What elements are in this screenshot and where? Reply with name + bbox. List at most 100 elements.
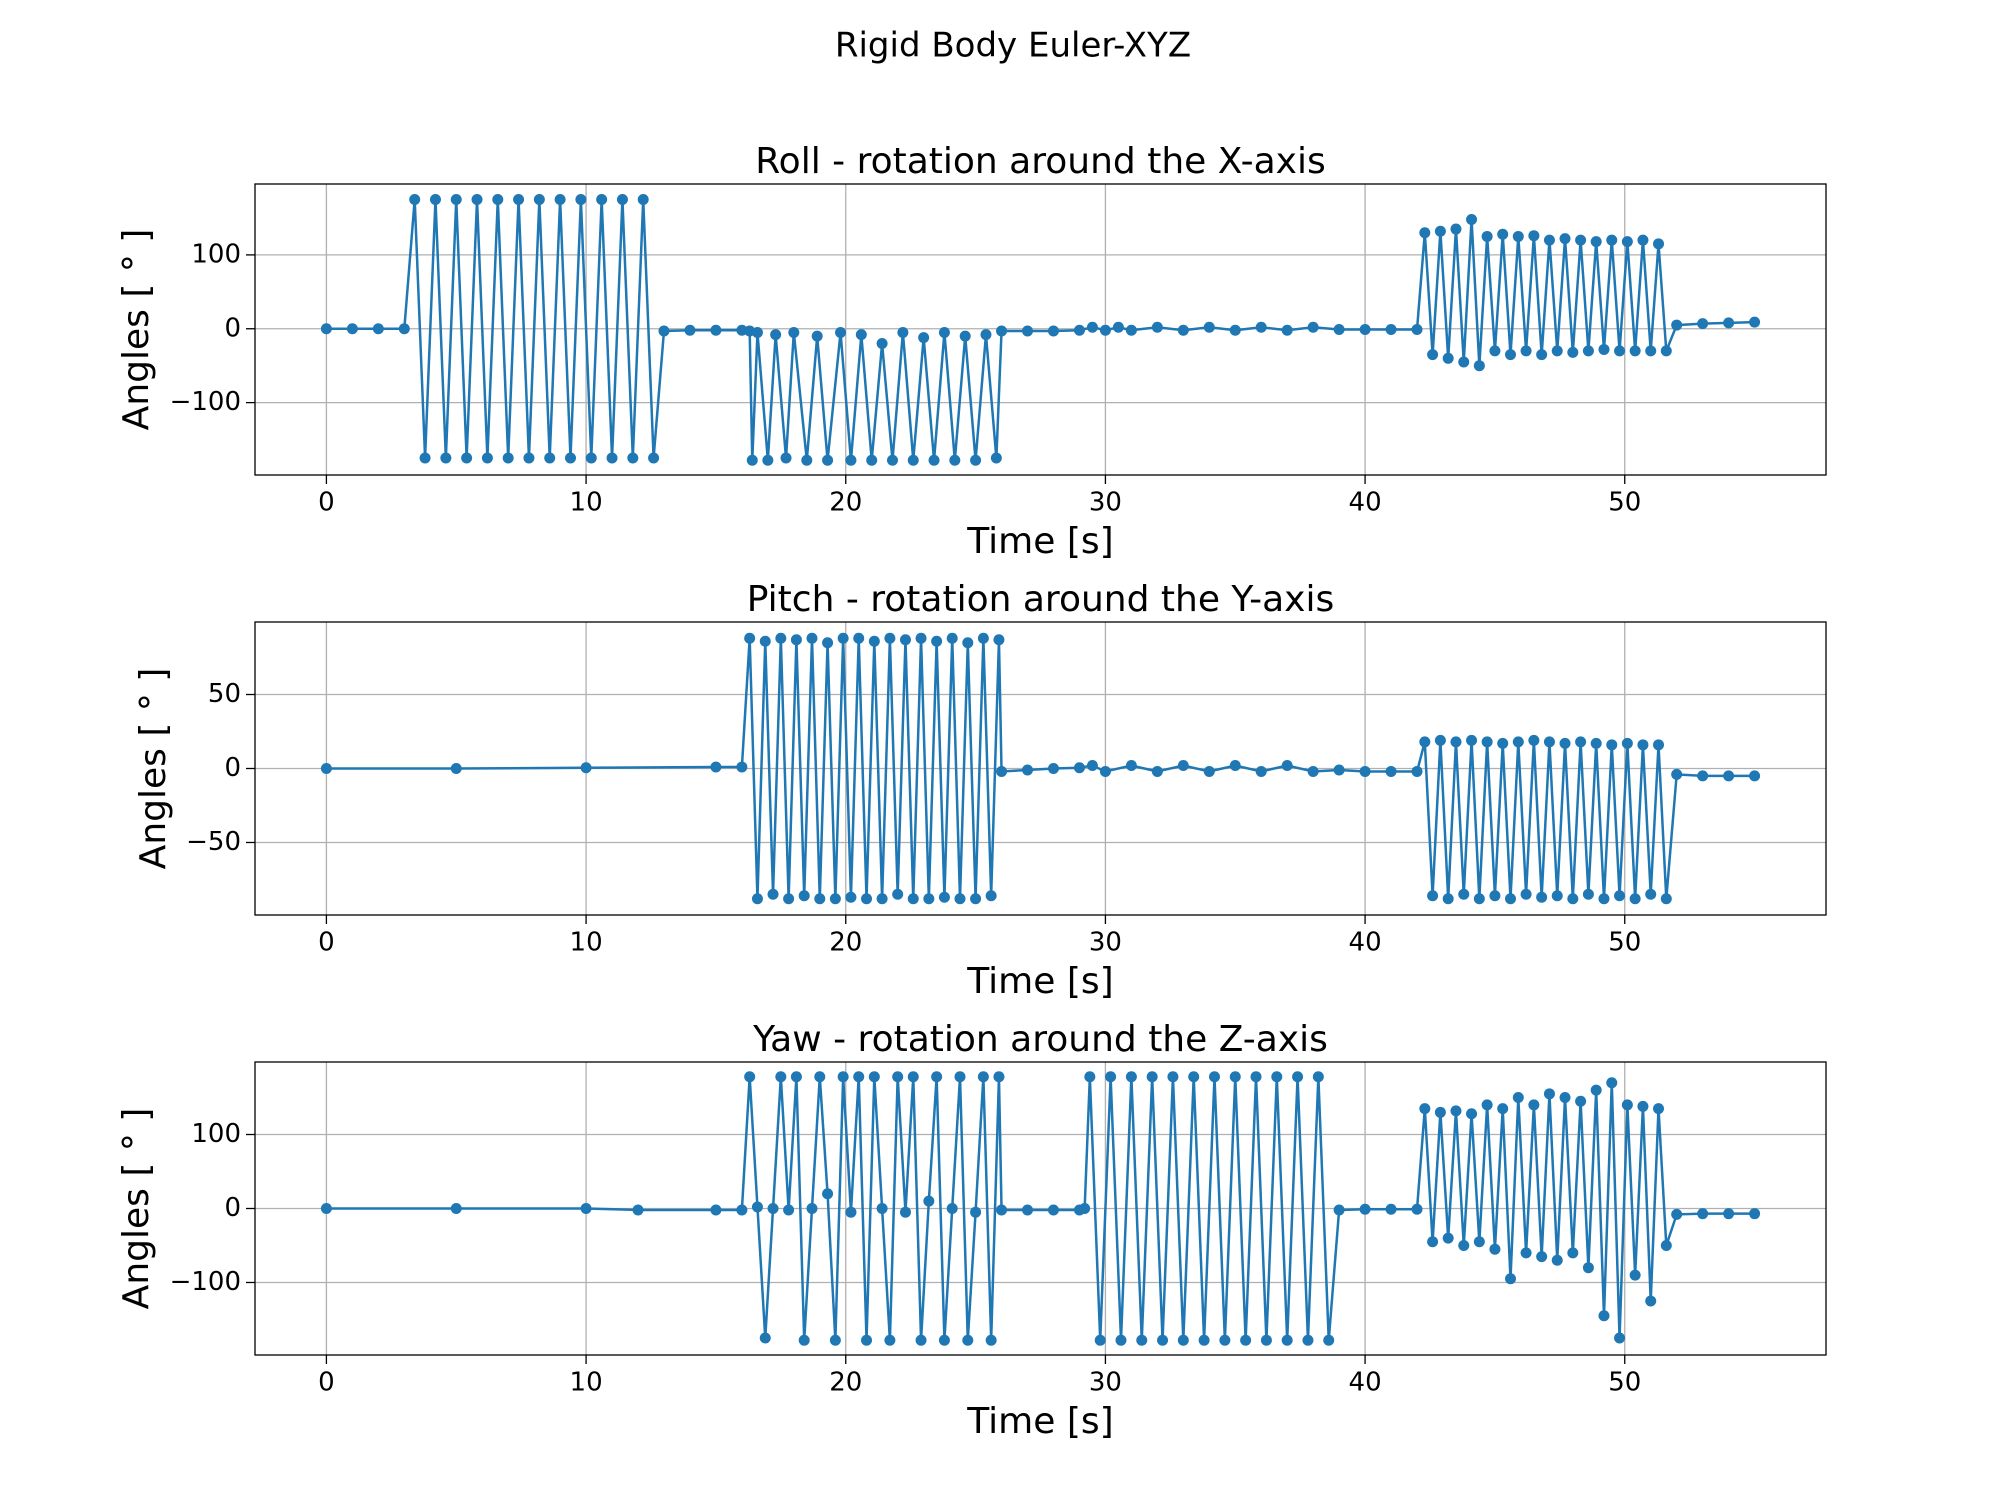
x-tick-label: 20: [829, 488, 862, 518]
data-point: [1466, 734, 1478, 746]
x-tick-label: 50: [1608, 1368, 1641, 1398]
data-point: [861, 1334, 873, 1346]
data-point: [1359, 765, 1371, 777]
data-point: [814, 1071, 826, 1083]
data-point: [1333, 324, 1345, 335]
data-point: [1497, 1103, 1509, 1115]
y-axis-label: Angles [ ° ]: [116, 1108, 157, 1310]
data-point: [845, 1206, 857, 1218]
data-point: [744, 632, 756, 644]
subplot: 0 10 20 30 40 50 −100 0 100 Yaw - rotation around…: [116, 1019, 1827, 1442]
data-point: [1157, 1334, 1169, 1346]
data-point: [627, 452, 639, 464]
data-point: [954, 893, 966, 905]
y-tick-label: 100: [191, 1119, 241, 1149]
data-point: [985, 1334, 997, 1346]
x-tick-label: 10: [570, 488, 603, 518]
data-point: [1177, 324, 1189, 336]
data-point: [320, 763, 332, 774]
subplot: 0 10 20 30 40 50 −50 0 50 Pitch - rotation around…: [133, 579, 1827, 1002]
data-point: [544, 452, 556, 464]
data-point: [429, 194, 441, 206]
data-point: [1629, 893, 1641, 905]
data-point: [822, 637, 834, 649]
data-point: [744, 1071, 756, 1083]
data-point: [1697, 318, 1709, 330]
data-point: [1653, 1103, 1665, 1115]
data-point: [1567, 893, 1579, 905]
data-point: [502, 452, 514, 464]
data-point: [931, 635, 943, 647]
data-point: [1094, 1334, 1106, 1346]
data-point: [1450, 223, 1462, 235]
y-tick-label: 50: [208, 679, 241, 709]
data-point: [1255, 321, 1267, 333]
data-point: [710, 761, 722, 773]
x-tick-label: 50: [1608, 488, 1641, 518]
data-point: [1645, 345, 1657, 357]
data-point: [1442, 893, 1454, 905]
data-point: [985, 890, 997, 902]
data-point: [1333, 1204, 1345, 1216]
data-point: [1434, 1106, 1446, 1118]
data-point: [1255, 765, 1267, 777]
data-point: [1637, 739, 1649, 751]
data-point: [1543, 1088, 1555, 1100]
axes-frame: [254, 1061, 1827, 1356]
data-point: [736, 1204, 748, 1216]
data-point: [1419, 1103, 1431, 1115]
data-point: [1458, 1239, 1470, 1251]
data-point: [1073, 762, 1085, 774]
x-tick-label: 0: [318, 928, 335, 958]
data-point: [806, 1203, 818, 1214]
data-point: [1359, 324, 1371, 335]
data-point: [876, 338, 888, 350]
data-point: [1105, 1071, 1117, 1083]
data-point: [1590, 737, 1602, 749]
data-point: [1543, 736, 1555, 748]
data-point: [1427, 890, 1439, 902]
data-point: [320, 323, 332, 335]
data-point: [1292, 1071, 1304, 1083]
data-point: [1208, 1071, 1220, 1083]
data-point: [970, 893, 982, 905]
data-point: [1073, 324, 1085, 336]
data-point: [1551, 1254, 1563, 1266]
x-tick-label: 50: [1608, 928, 1641, 958]
data-point: [962, 1334, 974, 1346]
data-point: [398, 323, 410, 335]
data-point: [907, 1071, 919, 1083]
data-point: [1466, 213, 1478, 225]
data-point: [1473, 360, 1485, 372]
data-point: [884, 632, 896, 644]
data-point: [1489, 1243, 1501, 1255]
x-tick-label: 40: [1349, 1368, 1382, 1398]
data-point: [1359, 1203, 1371, 1215]
data-point: [1653, 238, 1665, 250]
data-point: [845, 454, 857, 466]
data-point: [1047, 1204, 1059, 1216]
y-tick-label: −100: [170, 387, 241, 417]
data-point: [746, 454, 758, 466]
axes-frame: [254, 183, 1827, 476]
plot-area: [320, 194, 1761, 466]
data-point: [1606, 739, 1618, 751]
data-point: [770, 329, 782, 341]
data-point: [897, 326, 909, 338]
subplot-title: Roll - rotation around the X-axis: [755, 141, 1325, 182]
data-point: [1505, 893, 1517, 905]
x-tick-label: 40: [1349, 928, 1382, 958]
data-point: [1450, 736, 1462, 748]
data-point: [1229, 1071, 1241, 1083]
data-point: [866, 454, 878, 466]
data-point: [1198, 1334, 1210, 1346]
data-point: [450, 194, 462, 206]
x-tick-label: 30: [1089, 488, 1122, 518]
data-point: [1434, 225, 1446, 237]
x-tick-label: 30: [1089, 1368, 1122, 1398]
data-point: [658, 325, 670, 337]
data-point: [1481, 736, 1493, 748]
data-point: [632, 1204, 644, 1216]
data-point: [1671, 319, 1683, 331]
data-point: [1419, 736, 1431, 748]
